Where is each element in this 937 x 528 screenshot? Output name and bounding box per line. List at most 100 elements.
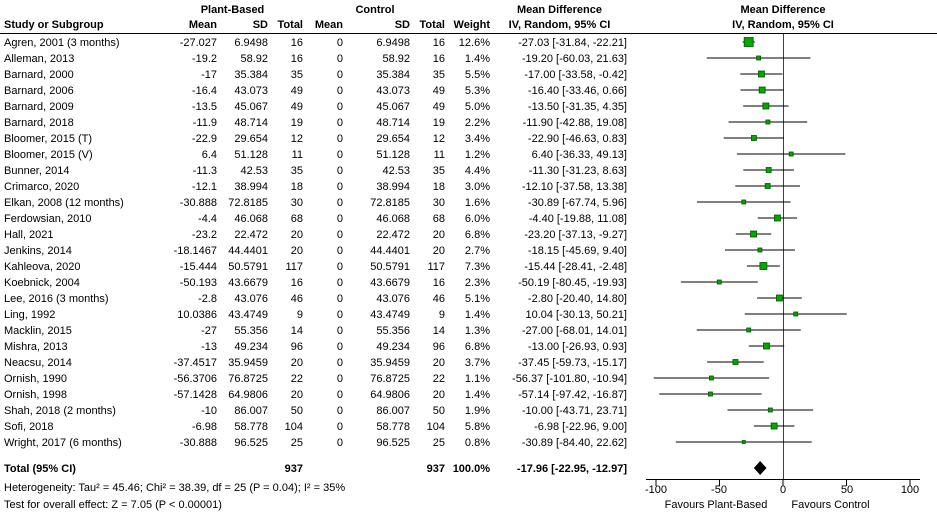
study-weight: 1.4% <box>464 389 490 401</box>
effect-square <box>767 407 773 413</box>
study-sd1: 29.654 <box>234 133 268 145</box>
study-m2: 0 <box>336 53 343 65</box>
study-n1: 68 <box>290 213 303 225</box>
overall-effect-text: Test for overall effect: Z = 7.05 (P < 0… <box>4 499 222 511</box>
study-m1: -50.193 <box>179 277 217 289</box>
study-n1: 19 <box>290 117 303 129</box>
study-weight: 1.9% <box>464 405 490 417</box>
study-weight: 1.4% <box>464 53 490 65</box>
study-sd1: 44.4401 <box>228 245 268 257</box>
study-m1: -11.9 <box>192 117 217 129</box>
study-m1: -27.027 <box>179 37 217 49</box>
study-n1: 25 <box>290 437 303 449</box>
study-m1: -30.888 <box>179 437 217 449</box>
study-m1: -15.444 <box>179 261 217 273</box>
study-sd1: 46.068 <box>234 213 268 225</box>
study-weight: 1.2% <box>464 149 490 161</box>
study-name: Mishra, 2013 <box>4 341 68 353</box>
study-m2: 0 <box>336 133 343 145</box>
study-m2: 0 <box>336 405 343 417</box>
study-m2: 0 <box>336 325 343 337</box>
study-weight: 3.0% <box>464 181 490 193</box>
study-n2: 20 <box>432 357 445 369</box>
study-ci: -18.15 [-45.69, 9.40] <box>527 245 627 257</box>
study-sd2: 58.92 <box>382 53 410 65</box>
study-m2: 0 <box>336 277 343 289</box>
study-sd1: 43.6679 <box>228 277 268 289</box>
study-n1: 20 <box>290 389 303 401</box>
study-m1: 10.0386 <box>177 309 217 321</box>
group1-header: Plant-Based <box>200 4 265 16</box>
col-g2-mean-header: Mean <box>314 19 343 31</box>
effect-square <box>757 247 763 253</box>
table-row: Hall, 2021 -23.2 22.472 20 0 22.472 20 6.8% -23.… <box>0 226 937 242</box>
effect-square <box>746 327 752 333</box>
study-sd2: 49.234 <box>376 341 410 353</box>
study-weight: 2.3% <box>464 277 490 289</box>
study-ci: -50.19 [-80.45, -19.93] <box>518 277 627 289</box>
study-n2: 68 <box>432 213 445 225</box>
study-sd1: 49.234 <box>234 341 268 353</box>
study-sd2: 35.384 <box>376 69 410 81</box>
study-sd2: 6.9498 <box>376 37 410 49</box>
effect-square <box>759 262 768 270</box>
study-sd2: 50.5791 <box>370 261 410 273</box>
study-weight: 3.4% <box>464 133 490 145</box>
total-n1: 937 <box>284 463 303 475</box>
study-sd1: 64.9806 <box>228 389 268 401</box>
x-tick-label: 0 <box>779 484 787 496</box>
study-sd1: 51.128 <box>234 149 268 161</box>
study-m2: 0 <box>336 389 343 401</box>
study-ci: -11.90 [-42.88, 19.08] <box>522 117 627 129</box>
study-ci: -27.03 [-31.84, -22.21] <box>518 37 627 49</box>
study-n1: 20 <box>290 245 303 257</box>
study-m1: -6.98 <box>191 421 217 433</box>
study-n2: 9 <box>438 309 445 321</box>
study-n1: 16 <box>290 37 303 49</box>
study-weight: 5.5% <box>464 69 490 81</box>
study-m2: 0 <box>336 213 343 225</box>
total-ci: -17.96 [-22.95, -12.97] <box>516 463 627 475</box>
study-name: Ferdowsian, 2010 <box>4 213 92 225</box>
study-name: Agren, 2001 (3 months) <box>4 37 120 49</box>
study-name: Wright, 2017 (6 months) <box>4 437 122 449</box>
study-weight: 5.3% <box>464 85 490 97</box>
study-ci: -13.50 [-31.35, 4.35] <box>527 101 627 113</box>
study-n1: 49 <box>290 85 303 97</box>
table-row: Wright, 2017 (6 months) -30.888 96.525 25 0 9… <box>0 434 937 450</box>
study-sd2: 22.472 <box>376 229 410 241</box>
study-m1: 6.4 <box>201 149 217 161</box>
study-m2: 0 <box>336 85 343 97</box>
study-n1: 104 <box>284 421 303 433</box>
table-row: Kahleova, 2020 -15.444 50.5791 117 0 50.5791 1… <box>0 258 937 274</box>
table-row: Elkan, 2008 (12 months) -30.888 72.8185 30 0… <box>0 194 937 210</box>
table-row: Ferdowsian, 2010 -4.4 46.068 68 0 46.068 68 6.0… <box>0 210 937 226</box>
study-ci: 10.04 [-30.13, 50.21] <box>525 309 627 321</box>
study-name: Ling, 1992 <box>4 309 56 321</box>
plot-title: Mean Difference <box>740 4 826 16</box>
total-label: Total (95% CI) <box>4 463 76 475</box>
study-sd2: 38.994 <box>376 181 410 193</box>
study-sd1: 6.9498 <box>234 37 268 49</box>
study-name: Lee, 2016 (3 months) <box>4 293 109 305</box>
study-sd2: 44.4401 <box>370 245 410 257</box>
study-sd2: 46.068 <box>376 213 410 225</box>
study-m2: 0 <box>336 149 343 161</box>
study-ci: -4.40 [-19.88, 11.08] <box>528 213 627 225</box>
study-m1: -16.4 <box>191 85 217 97</box>
effect-square <box>776 294 783 302</box>
table-row: Bunner, 2014 -11.3 42.53 35 0 42.53 35 4.4% -11.… <box>0 162 937 178</box>
table-row: Barnard, 2000 -17 35.384 35 0 35.384 35 5.5% -17… <box>0 66 937 82</box>
study-sd2: 29.654 <box>376 133 410 145</box>
study-n1: 22 <box>290 373 303 385</box>
study-name: Koebnick, 2004 <box>4 277 80 289</box>
effect-square <box>750 230 757 238</box>
study-name: Kahleova, 2020 <box>4 261 81 273</box>
study-weight: 12.6% <box>458 37 490 49</box>
study-m2: 0 <box>336 165 343 177</box>
study-name: Barnard, 2009 <box>4 101 74 113</box>
study-name: Alleman, 2013 <box>4 53 75 65</box>
study-n2: 16 <box>432 37 445 49</box>
study-m2: 0 <box>336 101 343 113</box>
